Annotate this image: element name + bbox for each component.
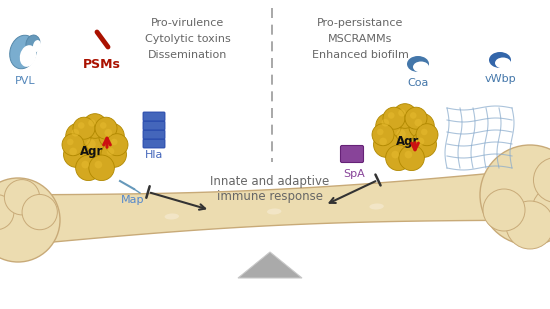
Ellipse shape xyxy=(495,57,511,69)
Text: Pro-virulence: Pro-virulence xyxy=(151,18,224,28)
Circle shape xyxy=(72,129,79,137)
FancyBboxPatch shape xyxy=(143,112,165,121)
Text: PVL: PVL xyxy=(15,76,35,86)
Circle shape xyxy=(483,189,525,231)
Circle shape xyxy=(411,132,437,157)
Circle shape xyxy=(89,155,114,180)
Circle shape xyxy=(480,145,550,245)
Text: SpA: SpA xyxy=(343,169,365,179)
Ellipse shape xyxy=(10,35,36,69)
Circle shape xyxy=(0,194,14,230)
Circle shape xyxy=(410,112,416,119)
Circle shape xyxy=(405,151,412,159)
Circle shape xyxy=(379,138,387,145)
Circle shape xyxy=(106,134,128,156)
Circle shape xyxy=(389,122,421,154)
Circle shape xyxy=(415,119,422,127)
Text: Agr: Agr xyxy=(80,146,104,159)
Circle shape xyxy=(376,113,402,139)
Circle shape xyxy=(76,155,101,180)
Circle shape xyxy=(101,142,127,167)
FancyBboxPatch shape xyxy=(143,130,165,139)
FancyBboxPatch shape xyxy=(340,146,364,163)
Circle shape xyxy=(62,134,84,156)
Polygon shape xyxy=(238,252,302,278)
Circle shape xyxy=(78,122,85,129)
Text: Innate and adaptive: Innate and adaptive xyxy=(210,175,329,188)
Ellipse shape xyxy=(26,35,40,53)
Circle shape xyxy=(88,119,96,127)
Circle shape xyxy=(416,124,438,146)
Circle shape xyxy=(405,107,427,129)
Circle shape xyxy=(79,132,111,164)
Circle shape xyxy=(417,138,425,145)
Text: Dissemination: Dissemination xyxy=(148,50,228,60)
Circle shape xyxy=(392,151,399,159)
Circle shape xyxy=(386,145,411,171)
Circle shape xyxy=(388,112,394,119)
Text: PSMs: PSMs xyxy=(83,58,121,71)
Circle shape xyxy=(69,148,77,155)
Circle shape xyxy=(100,122,107,129)
FancyBboxPatch shape xyxy=(143,121,165,130)
Text: Pro-persistance: Pro-persistance xyxy=(317,18,403,28)
Circle shape xyxy=(393,104,417,128)
Ellipse shape xyxy=(267,209,282,214)
Circle shape xyxy=(377,129,383,135)
Circle shape xyxy=(64,142,89,167)
Text: Hla: Hla xyxy=(145,150,163,160)
Ellipse shape xyxy=(20,45,36,67)
Text: Agr: Agr xyxy=(397,136,420,149)
Circle shape xyxy=(506,201,550,249)
Circle shape xyxy=(99,123,124,149)
Circle shape xyxy=(4,180,40,215)
Polygon shape xyxy=(16,170,531,245)
Text: MSCRAMMs: MSCRAMMs xyxy=(328,34,392,44)
Circle shape xyxy=(409,113,434,139)
Circle shape xyxy=(421,129,427,135)
Circle shape xyxy=(372,124,394,146)
Circle shape xyxy=(111,139,118,145)
Text: Coa: Coa xyxy=(408,78,428,88)
Text: Cytolytic toxins: Cytolytic toxins xyxy=(145,34,231,44)
Circle shape xyxy=(398,109,405,116)
Circle shape xyxy=(73,117,95,139)
Circle shape xyxy=(66,123,91,149)
Text: Enhanced biofilm: Enhanced biofilm xyxy=(311,50,409,60)
Circle shape xyxy=(95,117,117,139)
Circle shape xyxy=(67,139,74,145)
Circle shape xyxy=(383,107,405,129)
Circle shape xyxy=(107,148,114,155)
Text: immune response: immune response xyxy=(217,190,323,203)
Circle shape xyxy=(22,194,57,230)
Circle shape xyxy=(397,129,406,139)
FancyBboxPatch shape xyxy=(143,139,165,148)
Circle shape xyxy=(382,119,389,127)
Text: vWbp: vWbp xyxy=(484,74,516,84)
Ellipse shape xyxy=(33,40,41,52)
Circle shape xyxy=(104,129,112,137)
Ellipse shape xyxy=(489,52,511,68)
Ellipse shape xyxy=(370,204,384,210)
Circle shape xyxy=(532,186,550,234)
Ellipse shape xyxy=(407,56,429,72)
Circle shape xyxy=(534,158,550,202)
Circle shape xyxy=(373,132,399,157)
Circle shape xyxy=(95,161,102,168)
Text: Map: Map xyxy=(121,195,145,205)
Ellipse shape xyxy=(413,61,429,73)
Circle shape xyxy=(82,114,107,138)
Ellipse shape xyxy=(164,214,179,219)
Circle shape xyxy=(81,161,89,168)
Circle shape xyxy=(0,178,60,262)
Circle shape xyxy=(399,145,425,171)
Circle shape xyxy=(86,139,96,149)
